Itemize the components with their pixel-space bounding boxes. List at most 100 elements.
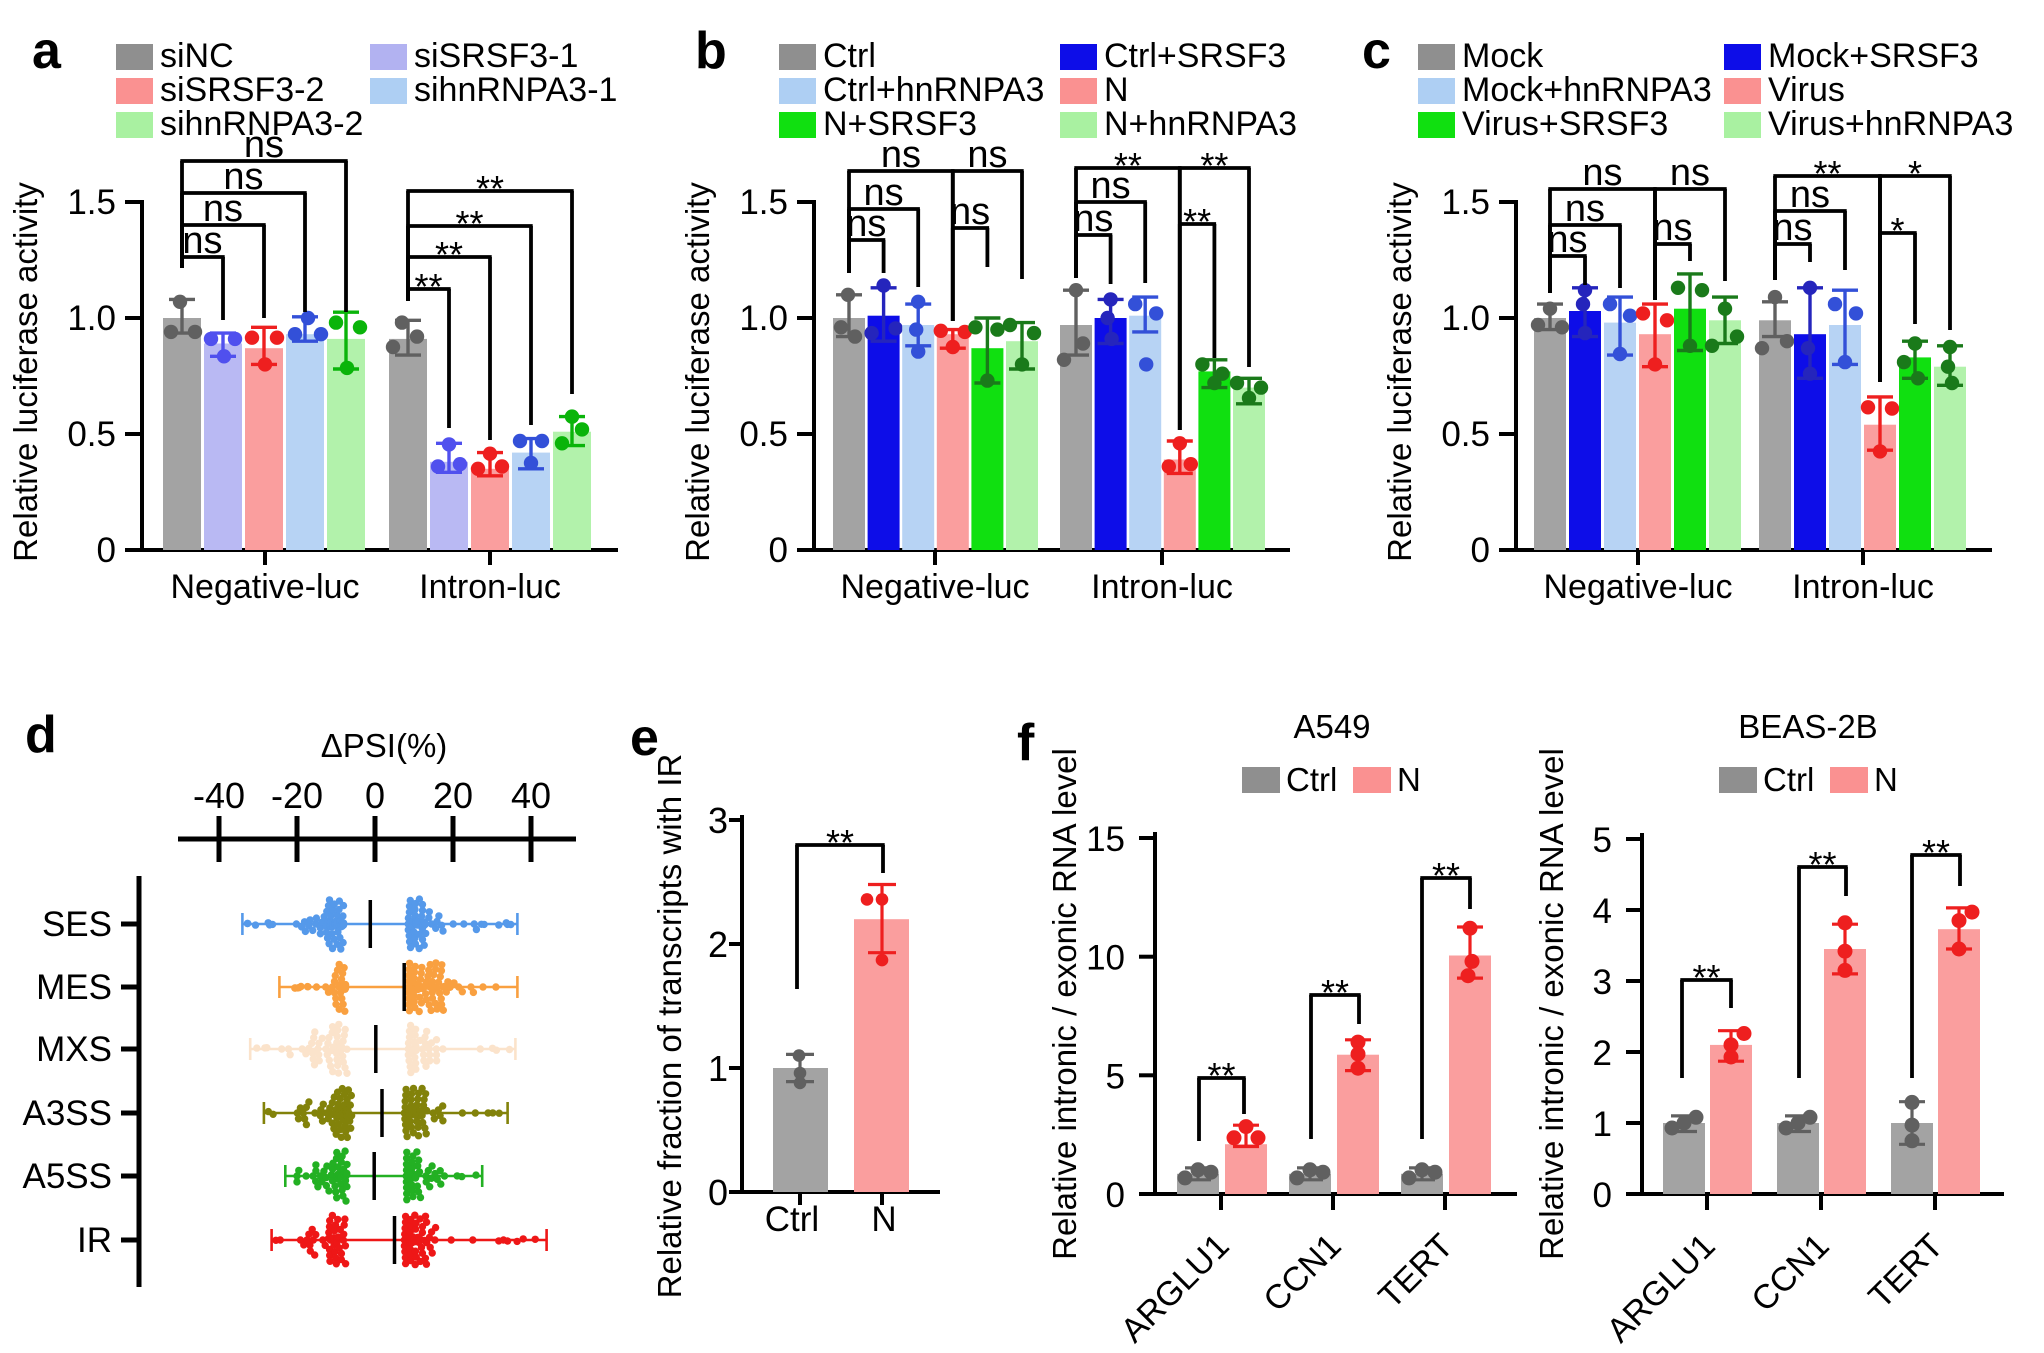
svg-text:*: *: [1890, 210, 1904, 251]
svg-text:**: **: [1114, 145, 1142, 186]
svg-text:0: 0: [708, 1172, 728, 1213]
svg-text:ns: ns: [1670, 152, 1710, 194]
svg-text:siNC: siNC: [160, 37, 234, 75]
svg-text:Virus+hnRNPA3: Virus+hnRNPA3: [1768, 105, 2013, 143]
svg-text:Relative luciferase activity: Relative luciferase activity: [679, 182, 716, 562]
svg-text:ns: ns: [1073, 198, 1113, 240]
svg-text:1: 1: [1593, 1105, 1612, 1144]
svg-text:Virus: Virus: [1768, 71, 1845, 109]
svg-text:5: 5: [1106, 1057, 1125, 1096]
svg-text:40: 40: [511, 775, 551, 816]
svg-text:**: **: [1922, 832, 1950, 873]
svg-text:Relative intronic / exonic RNA: Relative intronic / exonic RNA level: [1533, 748, 1570, 1260]
svg-text:Negative-luc: Negative-luc: [841, 568, 1030, 606]
svg-text:0.5: 0.5: [739, 415, 788, 454]
svg-text:ns: ns: [1790, 174, 1830, 216]
svg-text:N: N: [871, 1200, 896, 1239]
svg-text:Mock: Mock: [1462, 37, 1544, 75]
svg-text:A5SS: A5SS: [23, 1157, 113, 1196]
svg-text:ns: ns: [223, 156, 263, 198]
svg-text:3: 3: [708, 800, 728, 841]
svg-text:**: **: [476, 168, 504, 209]
svg-text:-20: -20: [271, 775, 323, 816]
svg-text:Ctrl+SRSF3: Ctrl+SRSF3: [1104, 37, 1286, 75]
svg-text:Mock+SRSF3: Mock+SRSF3: [1768, 37, 1979, 75]
svg-text:0.5: 0.5: [67, 415, 116, 454]
svg-text:0: 0: [1106, 1176, 1125, 1215]
svg-text:**: **: [414, 266, 442, 307]
svg-text:c: c: [1362, 22, 1391, 80]
svg-text:SES: SES: [42, 905, 112, 944]
svg-text:10: 10: [1086, 939, 1125, 978]
svg-text:0: 0: [1471, 531, 1490, 570]
svg-text:*: *: [1908, 153, 1922, 194]
svg-text:1.0: 1.0: [67, 299, 116, 338]
svg-text:**: **: [455, 203, 483, 244]
svg-text:f: f: [1017, 714, 1035, 772]
svg-text:Ctrl: Ctrl: [823, 37, 876, 75]
svg-text:sihnRNPA3-2: sihnRNPA3-2: [160, 105, 363, 143]
svg-text:1.5: 1.5: [67, 183, 116, 222]
svg-text:N+hnRNPA3: N+hnRNPA3: [1104, 105, 1297, 143]
svg-text:Intron-luc: Intron-luc: [1091, 568, 1233, 606]
svg-text:Intron-luc: Intron-luc: [1792, 568, 1934, 606]
svg-text:Ctrl: Ctrl: [765, 1200, 819, 1239]
svg-text:**: **: [1321, 972, 1349, 1013]
svg-text:Relative intronic / exonic RNA: Relative intronic / exonic RNA level: [1046, 748, 1083, 1260]
svg-text:siSRSF3-1: siSRSF3-1: [414, 37, 578, 75]
svg-text:20: 20: [433, 775, 473, 816]
svg-text:Negative-luc: Negative-luc: [1544, 568, 1733, 606]
svg-text:1.0: 1.0: [1441, 299, 1490, 338]
svg-text:BEAS-2B: BEAS-2B: [1738, 708, 1877, 745]
svg-text:IR: IR: [77, 1221, 112, 1260]
svg-text:d: d: [25, 706, 57, 764]
svg-text:ns: ns: [244, 124, 284, 166]
svg-text:Ctrl: Ctrl: [1763, 761, 1814, 798]
svg-text:**: **: [826, 822, 854, 863]
svg-text:ns: ns: [1772, 207, 1812, 249]
svg-text:ns: ns: [1582, 152, 1622, 194]
svg-text:Intron-luc: Intron-luc: [419, 568, 561, 606]
svg-text:Ctrl+hnRNPA3: Ctrl+hnRNPA3: [823, 71, 1044, 109]
svg-text:1.5: 1.5: [1441, 183, 1490, 222]
svg-text:2: 2: [708, 924, 728, 965]
svg-text:Virus+SRSF3: Virus+SRSF3: [1462, 105, 1668, 143]
svg-text:Ctrl: Ctrl: [1286, 761, 1337, 798]
svg-text:**: **: [1813, 153, 1841, 194]
svg-text:N+SRSF3: N+SRSF3: [823, 105, 977, 143]
svg-text:Relative fraction of transcrip: Relative fraction of transcripts with IR: [651, 754, 688, 1299]
svg-text:**: **: [1432, 855, 1460, 896]
svg-text:0: 0: [1593, 1176, 1612, 1215]
svg-text:ns: ns: [1565, 188, 1605, 230]
svg-text:ns: ns: [967, 134, 1007, 176]
svg-text:3: 3: [1593, 963, 1612, 1002]
svg-text:1.0: 1.0: [739, 299, 788, 338]
svg-text:N: N: [1874, 761, 1898, 798]
svg-text:MXS: MXS: [36, 1030, 112, 1069]
svg-text:MES: MES: [36, 968, 112, 1007]
svg-text:-40: -40: [193, 775, 245, 816]
svg-text:**: **: [1207, 1055, 1235, 1096]
svg-text:5: 5: [1593, 821, 1612, 860]
svg-text:Relative luciferase activity: Relative luciferase activity: [7, 182, 44, 562]
svg-text:2: 2: [1593, 1034, 1612, 1073]
svg-text:0.5: 0.5: [1441, 415, 1490, 454]
svg-text:Negative-luc: Negative-luc: [171, 568, 360, 606]
svg-text:b: b: [695, 22, 727, 80]
svg-text:**: **: [435, 234, 463, 275]
svg-text:ns: ns: [1091, 165, 1131, 207]
svg-text:ΔPSI(%): ΔPSI(%): [321, 727, 448, 764]
svg-text:a: a: [32, 22, 62, 80]
svg-text:ns: ns: [950, 191, 990, 233]
svg-text:15: 15: [1086, 820, 1125, 859]
svg-text:siSRSF3-2: siSRSF3-2: [160, 71, 324, 109]
svg-text:N: N: [1397, 761, 1421, 798]
svg-text:ns: ns: [881, 134, 921, 176]
svg-text:e: e: [630, 709, 659, 767]
svg-text:A3SS: A3SS: [23, 1094, 113, 1133]
svg-text:1: 1: [708, 1048, 728, 1089]
svg-text:Mock+hnRNPA3: Mock+hnRNPA3: [1462, 71, 1712, 109]
svg-text:4: 4: [1593, 892, 1612, 931]
svg-text:ns: ns: [203, 188, 243, 230]
svg-text:**: **: [1808, 844, 1836, 885]
